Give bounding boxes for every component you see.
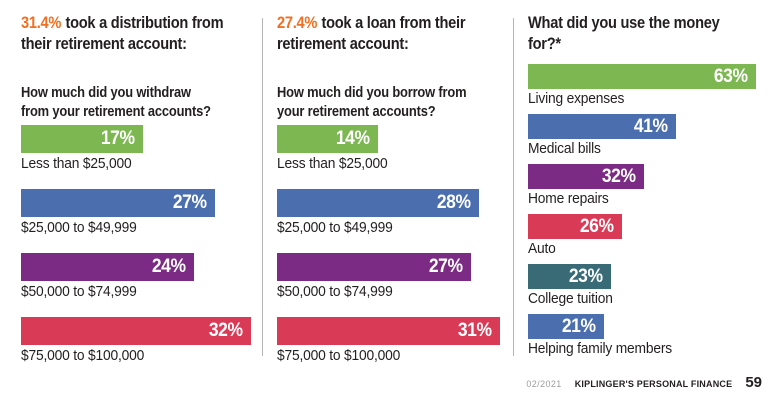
bar-75-000-to-100-000: 31% [277, 317, 500, 345]
panel-loan: 27.4% took a loan from their retirement a… [277, 12, 513, 381]
bar-group: 27% $50,000 to $74,999 [277, 253, 513, 300]
question-text: from your retirement accounts? [21, 103, 211, 120]
bar-college-tuition: 23% [528, 264, 611, 289]
bar-less-than-25-000: 14% [277, 125, 378, 153]
page-number: 59 [745, 374, 762, 391]
bar-category-label: $50,000 to $74,999 [277, 283, 393, 300]
bar-group: 26% Auto [528, 214, 762, 257]
question-text: How much did you borrow from [277, 84, 467, 101]
bar-category-label: $25,000 to $49,999 [21, 219, 137, 236]
bar-25-000-to-49-999: 27% [21, 189, 215, 217]
bar-category-label: Home repairs [528, 190, 609, 207]
bar-value-label: 31% [458, 320, 492, 341]
question-text: your retirement accounts? [277, 103, 436, 120]
headline-text: What did you use the money [528, 13, 720, 32]
bar-group: 28% $25,000 to $49,999 [277, 189, 513, 236]
bar-auto: 26% [528, 214, 622, 239]
bar-value-label: 21% [562, 315, 596, 337]
stat-value: 27.4% [277, 13, 318, 32]
question-text: How much did you withdraw [21, 84, 191, 101]
bar-category-label: $50,000 to $74,999 [21, 283, 137, 300]
bar-category-label: College tuition [528, 290, 613, 307]
bar-group: 31% $75,000 to $100,000 [277, 317, 513, 364]
column-divider [513, 18, 514, 356]
bar-chart-borrowings: 14% Less than $25,000 28% $25,000 to $49,99… [277, 125, 513, 364]
bar-value-label: 32% [602, 165, 636, 187]
bar-category-label: Living expenses [528, 90, 625, 107]
bar-category-label: Helping family members [528, 340, 672, 357]
bar-chart-money-use: 63% Living expenses 41% Medical bills 32% Hom… [528, 64, 762, 357]
bar-value-label: 24% [152, 256, 186, 277]
bar-group: 23% College tuition [528, 264, 762, 307]
bar-category-label: $75,000 to $100,000 [21, 347, 145, 364]
bar-value-label: 41% [634, 115, 668, 137]
bar-value-label: 14% [336, 128, 370, 149]
headline-text: for?* [528, 34, 561, 53]
bar-group: 32% $75,000 to $100,000 [21, 317, 262, 364]
panel-headline: 27.4% took a loan from their retirement a… [277, 12, 513, 83]
bar-50-000-to-74-999: 24% [21, 253, 194, 281]
bar-less-than-25-000: 17% [21, 125, 143, 153]
bar-group: 32% Home repairs [528, 164, 762, 207]
bar-category-label: Auto [528, 240, 556, 257]
bar-medical-bills: 41% [528, 114, 676, 139]
bar-category-label: Less than $25,000 [277, 155, 388, 172]
panel-question: How much did you withdraw from your reti… [21, 83, 262, 125]
stat-value: 31.4% [21, 13, 62, 32]
headline-text: took a distribution from [65, 13, 224, 32]
bar-group: 14% Less than $25,000 [277, 125, 513, 172]
bar-50-000-to-74-999: 27% [277, 253, 471, 281]
bar-25-000-to-49-999: 28% [277, 189, 479, 217]
panel-headline: 31.4% took a distribution from their reti… [21, 12, 262, 83]
bar-value-label: 23% [569, 265, 603, 287]
headline-text: took a loan from their [321, 13, 466, 32]
bar-group: 17% Less than $25,000 [21, 125, 262, 172]
column-divider [262, 18, 263, 356]
bar-group: 41% Medical bills [528, 114, 762, 157]
panel-money-use: What did you use the money for?* 63% Livi… [528, 12, 762, 364]
panel-distribution: 31.4% took a distribution from their reti… [21, 12, 262, 381]
bar-chart-withdrawals: 17% Less than $25,000 27% $25,000 to $49,99… [21, 125, 262, 364]
bar-75-000-to-100-000: 32% [21, 317, 251, 345]
bar-value-label: 17% [101, 128, 135, 149]
page-footer: 02/2021 KIPLINGER'S PERSONAL FINANCE 59 [526, 374, 762, 391]
bar-home-repairs: 32% [528, 164, 644, 189]
bar-group: 63% Living expenses [528, 64, 762, 107]
bar-living-expenses: 63% [528, 64, 756, 89]
bar-group: 27% $25,000 to $49,999 [21, 189, 262, 236]
headline-text: their retirement account: [21, 34, 187, 53]
issue-date: 02/2021 [526, 379, 562, 389]
bar-helping-family-members: 21% [528, 314, 604, 339]
bar-group: 21% Helping family members [528, 314, 762, 357]
bar-value-label: 26% [580, 215, 614, 237]
bar-category-label: Medical bills [528, 140, 601, 157]
magazine-name: KIPLINGER'S PERSONAL FINANCE [574, 379, 733, 389]
bar-category-label: $25,000 to $49,999 [277, 219, 393, 236]
bar-value-label: 28% [437, 192, 471, 213]
bar-category-label: $75,000 to $100,000 [277, 347, 401, 364]
bar-category-label: Less than $25,000 [21, 155, 132, 172]
panel-question: How much did you borrow from your retire… [277, 83, 513, 125]
panel-headline: What did you use the money for?* [528, 12, 762, 64]
headline-text: retirement account: [277, 34, 409, 53]
bar-value-label: 27% [173, 192, 207, 213]
bar-value-label: 27% [429, 256, 463, 277]
bar-value-label: 63% [714, 65, 748, 87]
bar-group: 24% $50,000 to $74,999 [21, 253, 262, 300]
bar-value-label: 32% [209, 320, 243, 341]
